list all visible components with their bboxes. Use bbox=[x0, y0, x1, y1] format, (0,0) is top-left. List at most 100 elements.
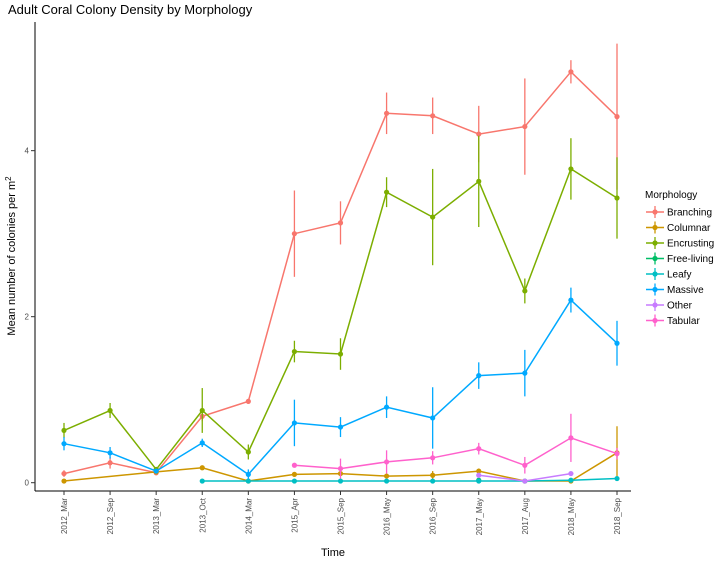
data-point-encrusting bbox=[430, 214, 436, 220]
legend-item-massive: Massive bbox=[646, 283, 704, 296]
data-point-tabular bbox=[383, 459, 390, 465]
data-point-tabular bbox=[291, 462, 298, 468]
series-massive bbox=[61, 287, 620, 480]
data-point-branching bbox=[61, 470, 67, 477]
data-point-other bbox=[522, 478, 528, 484]
data-point-columnar bbox=[430, 472, 436, 478]
data-point-tabular bbox=[476, 446, 482, 452]
x-tick-label: 2015_Sep bbox=[337, 497, 346, 534]
x-tick-label: 2016_May bbox=[383, 498, 392, 535]
chart-title: Adult Coral Colony Density by Morphology bbox=[8, 2, 253, 17]
data-point-leafy bbox=[245, 478, 251, 484]
legend-title: Morphology bbox=[645, 190, 697, 201]
legend-item-branching: Branching bbox=[646, 206, 712, 219]
data-point-massive bbox=[245, 471, 251, 477]
x-tick-label: 2012_Sep bbox=[106, 497, 115, 534]
data-point-tabular bbox=[430, 455, 436, 461]
data-point-branching bbox=[568, 69, 574, 75]
data-point-massive bbox=[107, 450, 113, 456]
legend-label: Other bbox=[667, 301, 693, 312]
data-point-branching bbox=[107, 460, 113, 466]
data-point-massive bbox=[430, 415, 436, 421]
data-point-encrusting bbox=[107, 407, 113, 414]
x-tick-label: 2015_Apr bbox=[290, 498, 299, 533]
data-point-encrusting bbox=[476, 178, 482, 184]
data-point-tabular bbox=[522, 462, 528, 468]
x-tick-label: 2018_May bbox=[567, 498, 576, 535]
data-point-other bbox=[476, 472, 482, 478]
data-point-massive bbox=[614, 340, 620, 346]
data-point-columnar bbox=[476, 468, 482, 474]
y-axis-title-text: Mean number of colonies per m bbox=[6, 181, 18, 336]
y-tick-label: 0 bbox=[25, 479, 30, 488]
data-point-branching bbox=[383, 110, 390, 116]
data-point-encrusting bbox=[614, 195, 620, 201]
data-point-encrusting bbox=[199, 407, 205, 414]
legend-item-tabular: Tabular bbox=[646, 314, 700, 327]
data-point-encrusting bbox=[291, 348, 298, 355]
data-point-columnar bbox=[383, 473, 390, 479]
data-point-encrusting bbox=[522, 288, 528, 294]
data-point-tabular bbox=[568, 435, 574, 441]
data-point-leafy bbox=[476, 478, 482, 484]
data-point-branching bbox=[337, 220, 344, 226]
x-tick-label: 2013_Mar bbox=[152, 498, 161, 534]
data-point-branching bbox=[476, 131, 482, 137]
x-axis-ticks: 2012_Mar 2012_Sep 2013_Mar 2013_Oct 2014_Mar… bbox=[60, 491, 622, 535]
data-point-leafy bbox=[430, 478, 436, 484]
x-tick-label: 2018_Sep bbox=[613, 497, 622, 534]
legend-key-point bbox=[652, 286, 658, 293]
legend-key-point bbox=[652, 240, 658, 246]
data-point-massive bbox=[568, 297, 574, 303]
data-point-encrusting bbox=[245, 449, 251, 455]
series-tabular bbox=[291, 413, 620, 479]
legend-label: Branching bbox=[667, 208, 712, 219]
legend-item-leafy: Leafy bbox=[646, 268, 691, 281]
x-tick-label: 2012_Mar bbox=[60, 498, 69, 534]
data-point-columnar bbox=[61, 478, 67, 484]
data-point-leafy bbox=[291, 478, 298, 484]
series-leafy bbox=[199, 475, 620, 484]
data-point-tabular bbox=[337, 465, 344, 472]
data-point-massive bbox=[337, 424, 344, 430]
legend-label: Columnar bbox=[667, 223, 711, 234]
data-point-branching bbox=[430, 113, 436, 119]
data-point-massive bbox=[476, 373, 482, 379]
data-point-leafy bbox=[568, 477, 574, 483]
series-line-massive bbox=[63, 298, 618, 476]
data-point-massive bbox=[383, 404, 390, 410]
data-point-massive bbox=[153, 468, 159, 474]
data-point-columnar bbox=[199, 465, 205, 471]
x-tick-label: 2017_May bbox=[475, 498, 484, 535]
legend-label: Massive bbox=[667, 285, 704, 296]
legend-label: Tabular bbox=[667, 316, 700, 327]
legend-item-encrusting: Encrusting bbox=[646, 237, 714, 250]
legend-item-columnar: Columnar bbox=[646, 221, 711, 234]
y-axis-ticks: 0 2 4 bbox=[25, 147, 35, 488]
data-point-encrusting bbox=[61, 427, 67, 434]
legend-key-point bbox=[652, 209, 658, 215]
legend-label: Leafy bbox=[667, 270, 691, 281]
legend-key-point bbox=[652, 271, 658, 277]
legend: Morphology Branching Columnar Encrusting Fr… bbox=[645, 190, 714, 327]
series-line-tabular bbox=[294, 437, 618, 470]
legend-key-point bbox=[652, 302, 658, 308]
plot-axes bbox=[34, 22, 631, 492]
legend-key-point bbox=[652, 224, 658, 231]
legend-item-free-living: Free-living bbox=[646, 252, 714, 265]
data-point-tabular bbox=[614, 451, 620, 457]
data-point-massive bbox=[199, 440, 205, 446]
data-point-branching bbox=[245, 398, 251, 404]
data-point-massive bbox=[522, 370, 528, 376]
y-tick-label: 4 bbox=[25, 147, 30, 156]
y-axis-title: Mean number of colonies per m2 bbox=[4, 176, 18, 336]
y-tick-label: 2 bbox=[25, 313, 30, 322]
x-tick-label: 2016_Sep bbox=[429, 497, 438, 534]
data-point-leafy bbox=[337, 478, 344, 484]
data-point-leafy bbox=[383, 478, 390, 484]
data-point-branching bbox=[614, 114, 620, 120]
x-tick-label: 2013_Oct bbox=[198, 497, 207, 532]
legend-items: Branching Columnar Encrusting Free-living Le… bbox=[646, 206, 714, 327]
data-point-encrusting bbox=[568, 166, 574, 172]
legend-item-other: Other bbox=[646, 299, 693, 312]
